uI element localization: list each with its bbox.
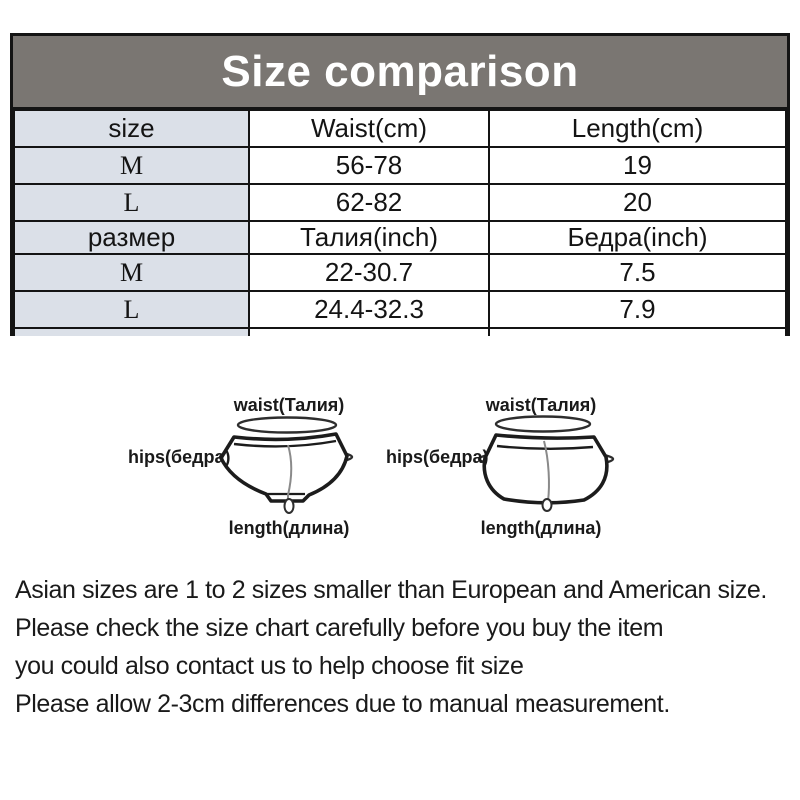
note-line: Please check the size chart carefully be…	[15, 614, 664, 642]
note-line: you could also contact us to help choose…	[15, 652, 524, 680]
left-hips-label: hips(бедра)	[128, 447, 231, 467]
table-row-l-cm: L 62-82 20	[13, 183, 787, 222]
left-waist-label: waist(Талия)	[233, 395, 345, 415]
note-line: Please allow 2-3cm differences due to ma…	[15, 690, 670, 718]
table-row-m-cm: M 56-78 19	[13, 146, 787, 185]
table-header-row-inch: размер Талия(inch) Бедра(inch)	[13, 220, 787, 255]
boyshort-diagram	[477, 415, 615, 512]
briefs-diagram	[218, 416, 354, 514]
header-cell-length-cm: Length(cm)	[488, 109, 787, 148]
table-row-cropped	[13, 327, 787, 336]
header-cell-waist-inch: Талия(inch)	[248, 220, 490, 255]
size-notes: Asian sizes are 1 to 2 sizes smaller tha…	[15, 571, 795, 723]
cell-waist-l-inch: 24.4-32.3	[248, 290, 490, 329]
header-cell-waist-cm: Waist(cm)	[248, 109, 490, 148]
right-hips-label: hips(бедра)	[386, 447, 489, 467]
right-waist-label: waist(Талия)	[485, 395, 597, 415]
cell-size-l: L	[13, 183, 250, 222]
cell-size-l-inch: L	[13, 290, 250, 329]
cropped-cell	[13, 327, 250, 336]
cell-waist-m-inch: 22-30.7	[248, 253, 490, 292]
cell-length-l-inch: 7.9	[488, 290, 787, 329]
left-length-label: length(длина)	[228, 518, 350, 538]
size-table: size Waist(cm) Length(cm) M 56-78 19 L 6…	[13, 109, 787, 336]
table-header-row-cm: size Waist(cm) Length(cm)	[13, 109, 787, 148]
cell-length-m-inch: 7.5	[488, 253, 787, 292]
cell-waist-m-cm: 56-78	[248, 146, 490, 185]
banner: Size comparison	[13, 36, 787, 109]
note-line: Asian sizes are 1 to 2 sizes smaller tha…	[15, 576, 767, 604]
header-cell-size: size	[13, 109, 250, 148]
cell-size-m: M	[13, 146, 250, 185]
cropped-cell	[248, 327, 490, 336]
table-row-m-inch: M 22-30.7 7.5	[13, 253, 787, 292]
right-length-label: length(длина)	[480, 518, 602, 538]
cell-length-m-cm: 19	[488, 146, 787, 185]
table-row-l-inch: L 24.4-32.3 7.9	[13, 290, 787, 329]
cropped-cell	[488, 327, 787, 336]
cell-size-m-inch: M	[13, 253, 250, 292]
cell-waist-l-cm: 62-82	[248, 183, 490, 222]
header-cell-razmer: размер	[13, 220, 250, 255]
header-cell-length-inch: Бедра(inch)	[488, 220, 787, 255]
cell-length-l-cm: 20	[488, 183, 787, 222]
size-chart-panel: Size comparison size Waist(cm) Length(cm…	[10, 33, 790, 336]
banner-title: Size comparison	[221, 46, 579, 96]
